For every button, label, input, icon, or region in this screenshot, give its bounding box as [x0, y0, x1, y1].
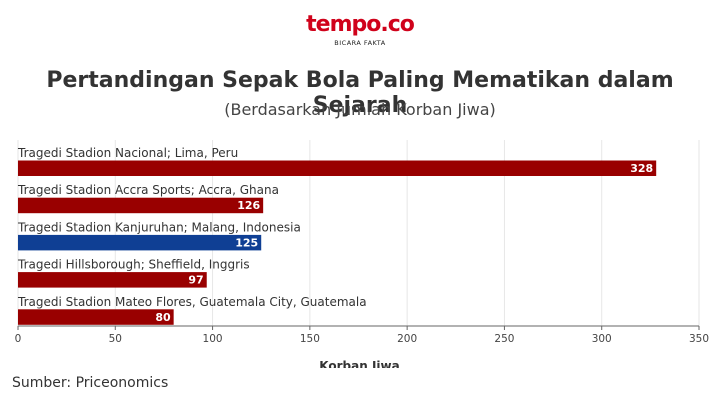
brand-logo: tempo.co BICARA FAKTA [0, 12, 720, 47]
source-note: Sumber: Priceonomics [12, 375, 169, 391]
x-tick-label: 0 [15, 333, 22, 345]
x-tick-label: 350 [689, 333, 709, 345]
x-tick-label: 100 [203, 333, 223, 345]
x-tick-label: 200 [397, 333, 417, 345]
logo-tagline: BICARA FAKTA [334, 39, 386, 47]
x-tick-label: 250 [494, 333, 514, 345]
x-tick-label: 300 [592, 333, 612, 345]
bar [18, 197, 264, 214]
bar-value-label: 97 [188, 274, 203, 287]
category-label: Tragedi Hillsborough; Sheffield, Inggris [17, 258, 250, 272]
logo-wordmark: tempo.co [306, 12, 415, 37]
bar-value-label: 80 [155, 311, 171, 324]
bar [18, 309, 174, 325]
x-tick-label: 150 [300, 333, 320, 345]
x-axis-title: Korban Jiwa [319, 359, 399, 368]
bar-value-label: 125 [235, 236, 258, 249]
category-label: Tragedi Stadion Nacional; Lima, Peru [17, 146, 238, 160]
bar-value-label: 328 [630, 162, 653, 175]
chart-subtitle: (Berdasarkan Jumlah Korban Jiwa) [224, 100, 496, 119]
bar [18, 160, 657, 176]
category-label: Tragedi Stadion Accra Sports; Accra, Gha… [17, 183, 279, 197]
category-label: Tragedi Stadion Kanjuruhan; Malang, Indo… [17, 220, 301, 234]
bar [18, 272, 207, 288]
bar-value-label: 126 [237, 199, 260, 212]
bar [18, 234, 262, 251]
category-label: Tragedi Stadion Mateo Flores, Guatemala … [17, 295, 367, 309]
bar-chart: 0 50 100 150 200 250 300 350 Tragedi Stadion Nac… [15, 140, 709, 368]
x-tick-label: 50 [109, 333, 122, 345]
chart-title: Pertandingan Sepak Bola Paling Mematikan… [46, 68, 674, 118]
